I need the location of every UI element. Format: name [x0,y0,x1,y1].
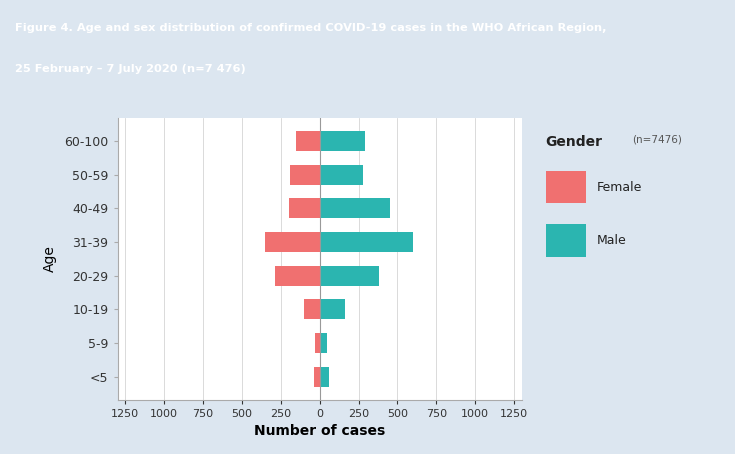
Bar [320,198,390,218]
Bar [320,333,328,353]
Bar [320,299,345,319]
Bar [320,164,363,185]
Text: (n=7476): (n=7476) [632,135,682,145]
Bar [265,232,320,252]
X-axis label: Number of cases: Number of cases [254,424,385,438]
Bar [296,131,320,151]
Bar [545,171,586,203]
Bar [315,333,320,353]
Bar [320,366,329,387]
Text: Female: Female [597,181,642,194]
Bar [545,224,586,257]
Text: Figure 4. Age and sex distribution of confirmed COVID-19 cases in the WHO Africa: Figure 4. Age and sex distribution of co… [15,23,606,33]
Bar [320,266,379,286]
Bar [289,198,320,218]
Bar [275,266,320,286]
Bar [320,232,413,252]
Bar [320,131,365,151]
Text: 25 February – 7 July 2020 (n=7 476): 25 February – 7 July 2020 (n=7 476) [15,64,245,74]
Bar [304,299,320,319]
Text: Male: Male [597,234,627,247]
Bar [290,164,320,185]
Y-axis label: Age: Age [43,245,57,272]
Bar [315,366,320,387]
Text: Gender: Gender [545,135,603,149]
